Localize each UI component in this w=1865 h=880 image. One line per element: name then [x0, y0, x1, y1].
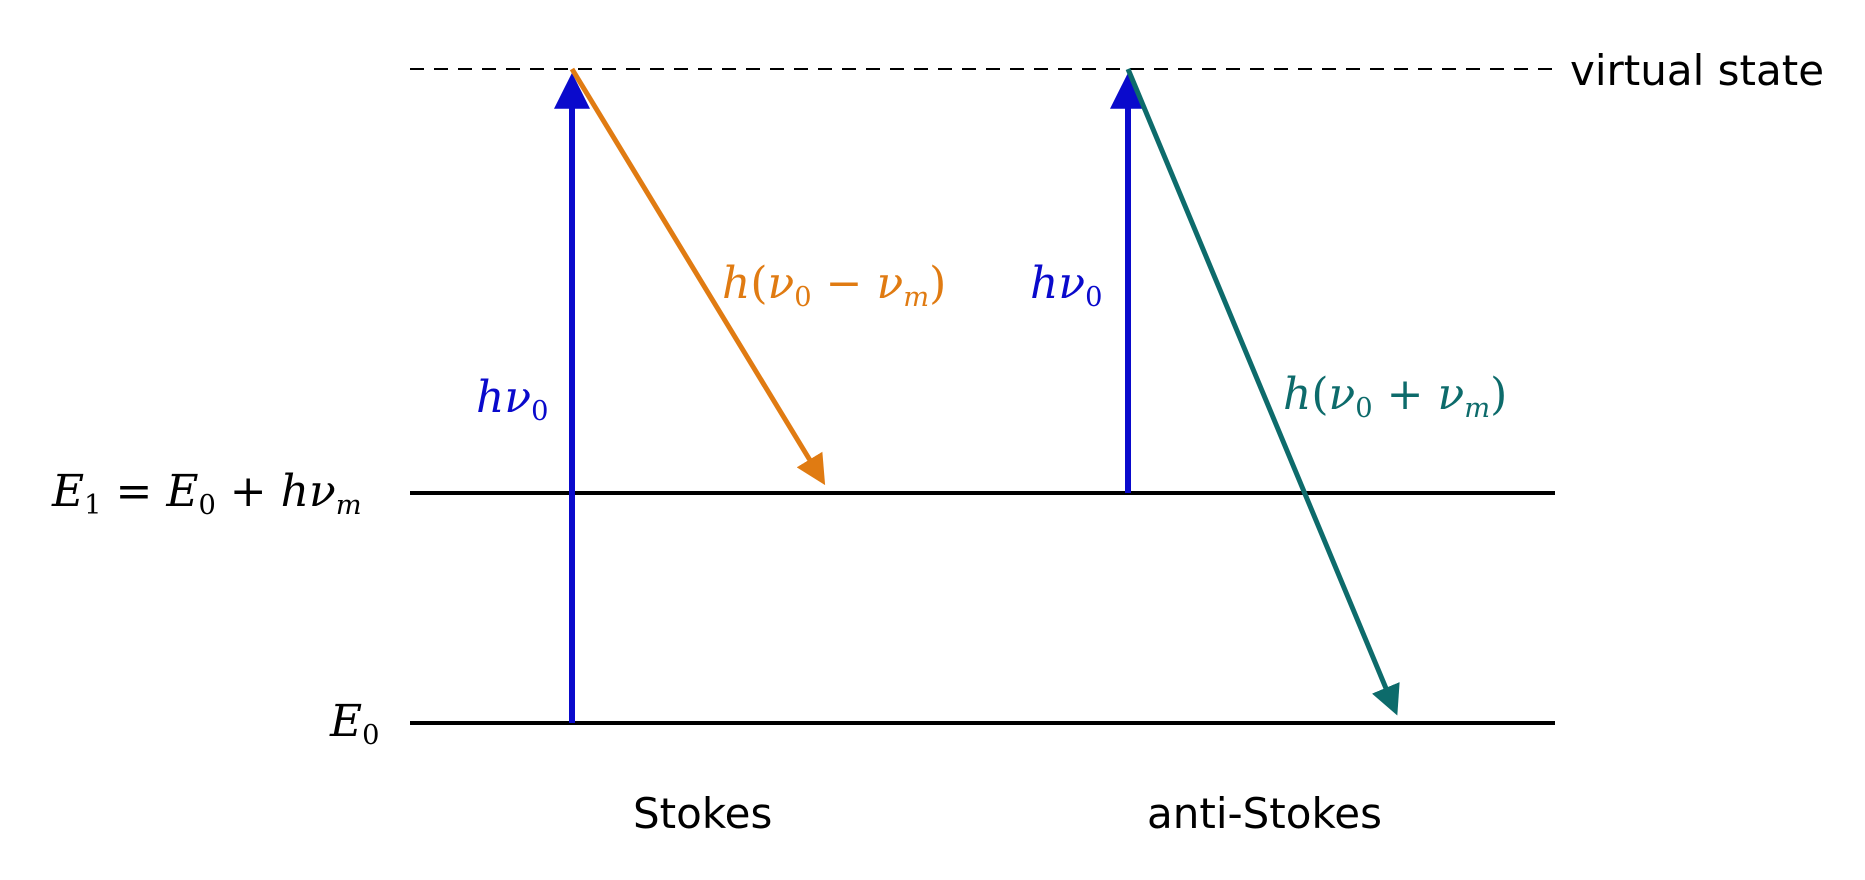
e1-level-label: E1 = E0 + hνm [52, 466, 362, 522]
anti-stokes-emission-label: h(ν0 + νm) [1283, 369, 1508, 425]
stokes-emission-arrow [569, 67, 826, 486]
anti-stokes-emission-arrow [1125, 68, 1400, 716]
stokes-emission-label: h(ν0 − νm) [722, 258, 947, 314]
virtual-state-label: virtual state [1570, 46, 1825, 95]
stokes-absorption-label: hν0 [476, 372, 549, 428]
anti-stokes-caption: anti-Stokes [1147, 789, 1383, 838]
stokes-caption: Stokes [633, 789, 773, 838]
anti-stokes-absorption-label: hν0 [1030, 258, 1103, 314]
e0-level-label: E0 [330, 696, 380, 752]
